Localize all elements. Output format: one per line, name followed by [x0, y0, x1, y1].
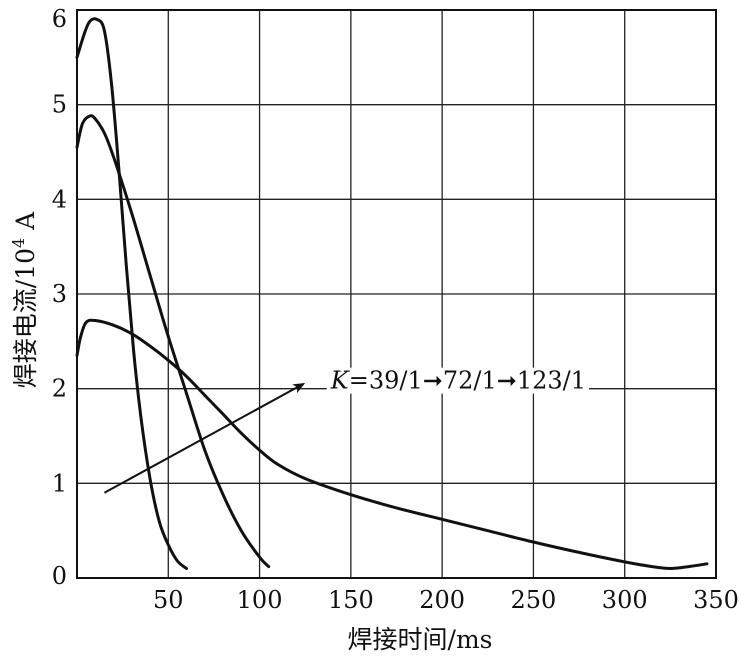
- x-axis-title: 焊接时间/ms: [348, 625, 493, 654]
- annotation-arrow-glyph: ➞: [423, 367, 443, 395]
- plot-frame: [76, 9, 717, 579]
- plot-border: [76, 9, 717, 579]
- y-tick-label: 4: [52, 185, 67, 213]
- annotation-group: K=39/1➞72/1➞123/1: [103, 367, 590, 494]
- annotation-k-ratios: K=39/1➞72/1➞123/1: [330, 367, 586, 395]
- annotation-k-symbol: K: [330, 367, 351, 395]
- y-axis-title: 焊接电流/104 A: [9, 211, 40, 388]
- series-line-3: [75, 318, 709, 570]
- x-tick-label: 150: [328, 586, 374, 614]
- x-tick-label: 100: [237, 586, 283, 614]
- annotation-background: [326, 367, 590, 394]
- y-tick-label: 2: [52, 375, 67, 403]
- annotation-k-value: =39/1: [349, 367, 423, 395]
- y-tick-labels: 0 1 2 3 4 5 6: [52, 5, 67, 590]
- y-tick-label: 6: [52, 5, 67, 33]
- x-tick-labels: 50 100 150 200 250 300 350: [153, 586, 739, 614]
- x-tick-label: 200: [419, 586, 465, 614]
- x-tick-label: 250: [511, 586, 557, 614]
- y-axis-title-exponent: 4: [9, 238, 28, 248]
- annotation-arrow-glyph: ➞: [497, 367, 517, 395]
- y-tick-label: 5: [52, 91, 67, 119]
- y-tick-label: 1: [52, 469, 67, 497]
- x-tick-label: 350: [693, 586, 739, 614]
- x-tick-label: 300: [602, 586, 648, 614]
- y-tick-label: 3: [52, 280, 67, 308]
- x-tick-label: 50: [153, 586, 184, 614]
- series-line-1: [75, 17, 188, 570]
- y-axis-title-unit: A: [11, 211, 40, 238]
- annotation-ratio-2: 72/1: [443, 367, 497, 395]
- annotation-ratio-3: 123/1: [517, 367, 586, 395]
- series-line-2: [75, 114, 271, 569]
- annotation-arrow: [103, 382, 306, 494]
- y-axis-title-main: 焊接电流/10: [11, 248, 40, 388]
- grid-lines: [77, 10, 716, 578]
- y-tick-label: 0: [52, 562, 67, 590]
- series-lines: [75, 17, 709, 570]
